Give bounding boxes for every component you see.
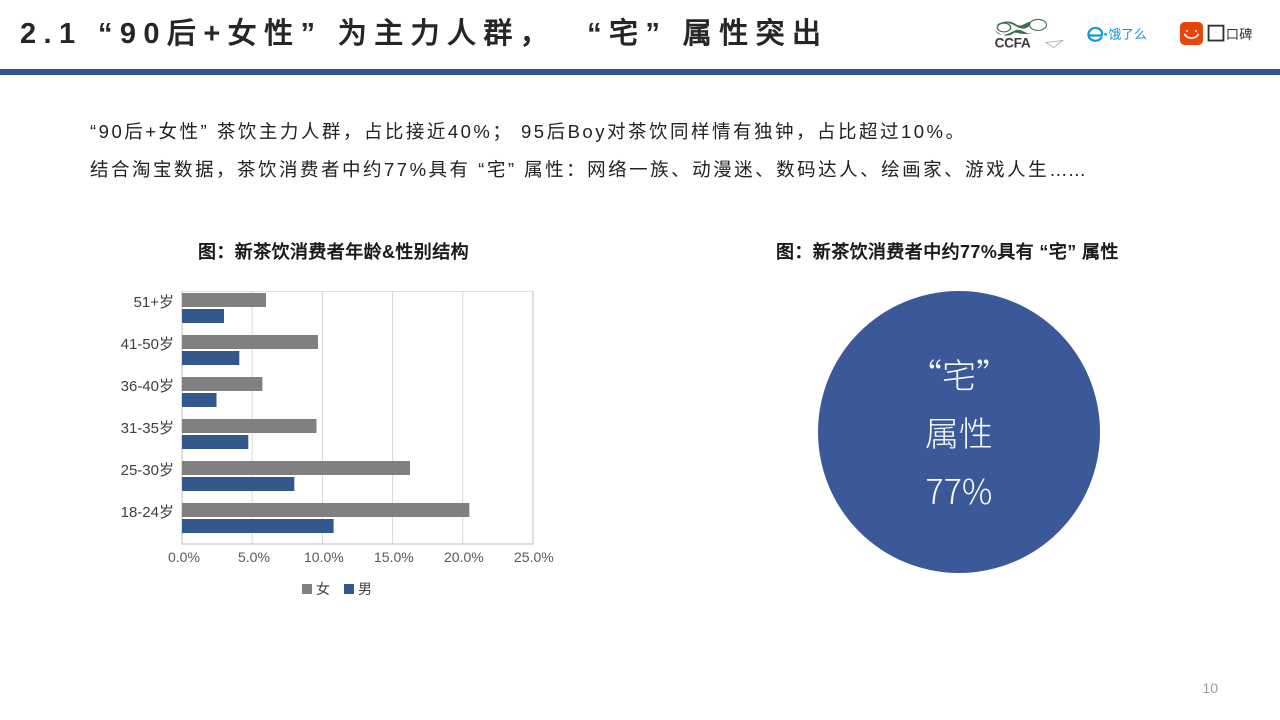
svg-text:CCFA: CCFA xyxy=(995,36,1031,51)
svg-text:口碑: 口碑 xyxy=(1226,27,1253,42)
svg-text:饿了么: 饿了么 xyxy=(1109,27,1147,42)
